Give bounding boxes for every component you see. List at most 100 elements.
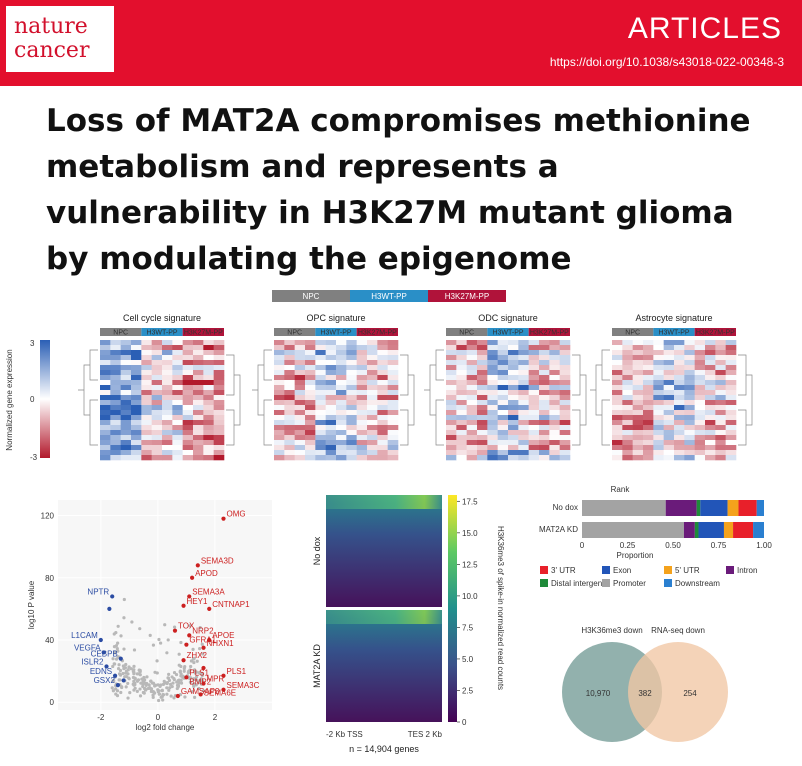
heatmap-cell — [674, 385, 685, 391]
heatmap-cell — [305, 430, 316, 436]
heatmap-cell — [684, 395, 695, 401]
volcano-point-ns — [191, 647, 195, 652]
heatmap-cell — [141, 395, 152, 401]
heatmap-cell — [705, 435, 716, 441]
heatmap-cell — [172, 360, 183, 366]
volcano-point-ns — [193, 695, 197, 700]
heatmap-cell — [182, 455, 194, 461]
journal-logo[interactable]: nature cancer — [6, 6, 114, 72]
heatmap-cell — [694, 400, 706, 406]
heatmap-cell — [528, 345, 540, 351]
heatmap-cell — [725, 425, 737, 431]
heatmap-cell — [367, 390, 378, 396]
heatmap-cell — [193, 400, 204, 406]
volcano-point-up-9 — [184, 642, 189, 647]
heatmap-cell — [120, 385, 132, 391]
volcano-point-ns — [194, 683, 198, 687]
heatmap-cell — [315, 445, 326, 451]
heatmap-cell — [684, 380, 695, 386]
stack-xtick-4: 1.00 — [756, 541, 772, 550]
heatmap-cell — [377, 365, 388, 371]
heatmap-cell — [622, 395, 633, 401]
heatmap-cell — [487, 450, 498, 456]
profile-colorbar-label: H3K36me3 of spike-in normalized read cou… — [496, 526, 505, 690]
heatmap-cell — [305, 400, 316, 406]
heatmap-cell — [110, 410, 121, 416]
heatmap-cell — [715, 420, 726, 426]
heatmap-cell — [325, 455, 337, 461]
heatmap-cell — [367, 380, 378, 386]
heatmap-cell — [193, 450, 204, 456]
heatmap-cell — [151, 415, 163, 421]
heatmap-cell — [346, 410, 357, 416]
volcano-point-ns — [132, 648, 137, 652]
heatmap-cell — [110, 400, 121, 406]
stack-segment-1-1 — [683, 522, 695, 538]
heatmap-cell — [100, 355, 111, 361]
heatmap-cell — [346, 445, 357, 451]
heatmap-cell — [528, 430, 540, 436]
volcano-point-ns — [165, 651, 169, 655]
stack-legend-swatch-3 — [602, 566, 610, 574]
heatmap-group-label-2-0: NPC — [459, 330, 474, 337]
heatmap-cell — [497, 435, 509, 441]
heatmap-cell — [705, 365, 716, 371]
heatmap-cell — [508, 430, 519, 436]
article-title: Loss of MAT2A compromises methionine met… — [46, 103, 751, 277]
volcano-gene-label-20: L1CAM — [71, 631, 98, 640]
heatmap-cell — [305, 435, 316, 441]
heatmap-cell — [120, 450, 132, 456]
heatmap-cell — [151, 395, 163, 401]
heatmap-cell — [508, 350, 519, 356]
heatmap-cell — [315, 415, 326, 421]
volcano-point-ns — [122, 666, 126, 671]
heatmap-cell — [100, 405, 111, 411]
volcano-point-ns — [151, 695, 155, 699]
heatmap-cell — [213, 430, 225, 436]
stack-legend-swatch-2 — [540, 579, 548, 587]
heatmap-cell — [559, 375, 571, 381]
heatmap-cell — [213, 395, 225, 401]
volcano-point-ns — [157, 637, 161, 642]
heatmap-cell — [715, 410, 726, 416]
group-legend-label-0: NPC — [303, 292, 320, 301]
heatmap-cell — [172, 455, 183, 461]
heatmap-cell — [539, 365, 550, 371]
heatmap-cell — [162, 365, 173, 371]
heatmap-cell — [653, 345, 664, 351]
volcano-gene-label-21: CEBPB — [91, 650, 118, 659]
heatmap-cell — [612, 380, 623, 386]
heatmap-cell — [643, 360, 654, 366]
heatmap-cell — [518, 405, 529, 411]
heatmap-group-bar-3-0 — [612, 328, 654, 336]
heatmap-cell — [193, 395, 204, 401]
heatmap-cell — [356, 355, 368, 361]
heatmap-cell — [694, 395, 706, 401]
volcano-point-ns — [156, 683, 160, 687]
heatmap-cell — [684, 430, 695, 436]
heatmap-cell — [151, 405, 163, 411]
heatmap-cell — [110, 340, 121, 346]
heatmap-cell — [477, 450, 488, 456]
heatmap-cell — [705, 450, 716, 456]
heatmap-cell — [213, 425, 225, 431]
heatmap-cell — [539, 360, 550, 366]
heatmap-cell — [653, 360, 664, 366]
heatmap-cell — [325, 420, 337, 426]
heatmap-cell — [508, 370, 519, 376]
profile-colorbar-tick-0: 0 — [462, 718, 467, 727]
volcano-point-ns — [159, 695, 163, 699]
heatmap-cell — [284, 400, 295, 406]
heatmap-cell — [539, 375, 550, 381]
doi-link[interactable]: https://doi.org/10.1038/s43018-022-00348… — [549, 55, 784, 69]
heatmap-cell — [151, 390, 163, 396]
heatmap-cell — [456, 385, 467, 391]
heatmap-cell — [213, 450, 225, 456]
heatmap-cell — [487, 355, 498, 361]
heatmap-cell — [336, 360, 347, 366]
heatmap-cell — [193, 435, 204, 441]
stack-legend-label-0: Promoter — [613, 579, 646, 588]
volcano-point-ns — [183, 665, 187, 669]
heatmap-cell — [518, 355, 529, 361]
heatmap-cell — [274, 410, 285, 416]
